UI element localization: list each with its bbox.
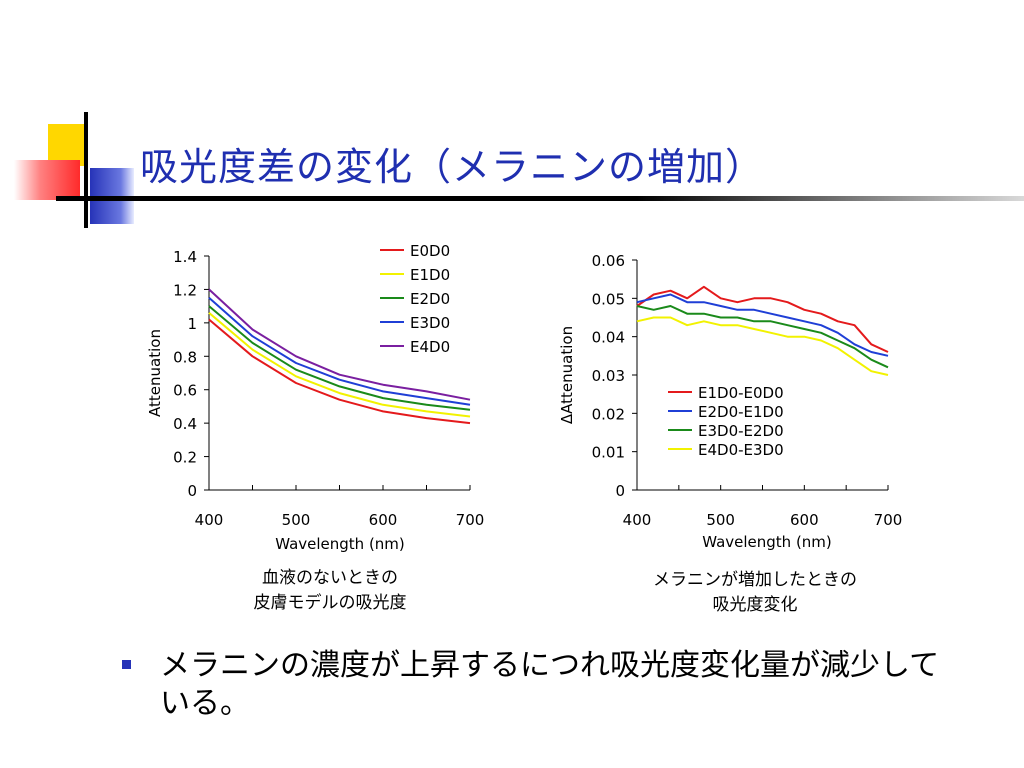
bullet-marker (122, 660, 131, 669)
chart1-series-e3d0 (208, 297, 471, 406)
slide-title: 吸光度差の変化（メラニンの増加） (140, 145, 765, 189)
chart1-xtick-label: 700 (456, 511, 485, 529)
chart1-ytick-label: 0 (187, 482, 197, 500)
chart1-series-e0d0 (208, 318, 471, 425)
chart1-xtick-label: 400 (195, 511, 224, 529)
deco-vertical-line (84, 112, 88, 228)
chart2-xtick-label: 700 (874, 511, 903, 529)
caption-right-line-1: メラニンが増加したときの (653, 570, 857, 590)
chart2-ytick-label: 0.05 (592, 290, 625, 308)
chart1-xtick-label: 500 (282, 511, 311, 529)
chart2-xtick-label: 400 (623, 511, 652, 529)
chart2-series-e3d0-e2d0 (636, 305, 889, 369)
chart2-y-axis-label: ΔAttenuation (558, 326, 576, 424)
chart2-series-e2d0-e1d0 (636, 293, 889, 357)
chart1-ytick-label: 0.6 (173, 382, 197, 400)
chart1-ytick-label: 1.2 (173, 281, 197, 299)
chart1-y-axis-label: Attenuation (146, 329, 164, 417)
chart1-series-e2d0 (208, 305, 471, 411)
chart1-ytick-label: 1.4 (173, 248, 197, 266)
chart2-legend-label: E4D0-E3D0 (698, 441, 784, 459)
chart1-ytick-label: 0.4 (173, 415, 197, 433)
caption-left-line-2: 皮膚モデルの吸光度 (253, 593, 407, 613)
chart2-legend-label: E1D0-E0D0 (698, 384, 784, 402)
caption-left-line-1: 血液のないときの (262, 568, 398, 588)
chart1-ytick-label: 0.2 (173, 449, 197, 467)
chart1-xtick-label: 600 (369, 511, 398, 529)
chart2-legend-label: E3D0-E2D0 (698, 422, 784, 440)
caption-right-line-2: 吸光度変化 (712, 595, 798, 615)
chart2-x-axis-label: Wavelength (nm) (702, 533, 832, 551)
chart2-ytick-label: 0.01 (592, 444, 625, 462)
bullet-text: メラニンの濃度が上昇するにつれ吸光度変化量が減少している。 (160, 648, 940, 721)
chart1-ytick-label: 0.8 (173, 348, 197, 366)
chart2-ytick-label: 0 (615, 482, 625, 500)
chart2-ytick-label: 0.03 (592, 367, 625, 385)
chart2-series-e4d0-e3d0 (636, 316, 889, 376)
title-rule (56, 196, 1024, 201)
chart2-xtick-label: 500 (706, 511, 735, 529)
chart1-ytick-label: 1 (187, 315, 197, 333)
chart2-ytick-label: 0.04 (592, 329, 625, 347)
chart2-ytick-label: 0.06 (592, 252, 625, 270)
chart1-x-axis-label: Wavelength (nm) (275, 535, 405, 553)
chart1-legend-label: E2D0 (410, 290, 450, 308)
chart2-series-e1d0-e0d0 (636, 285, 889, 353)
caption-right: メラニンが増加したときの 吸光度変化 (620, 568, 890, 618)
chart1-series-e4d0 (208, 288, 471, 401)
chart1-legend-label: E3D0 (410, 314, 450, 332)
chart1-legend-label: E1D0 (410, 266, 450, 284)
chart2-xtick-label: 600 (790, 511, 819, 529)
chart2-legend-label: E2D0-E1D0 (698, 403, 784, 421)
deco-yellow-square (48, 124, 88, 166)
chart1-legend-label: E0D0 (410, 242, 450, 260)
caption-left: 血液のないときの 皮膚モデルの吸光度 (210, 566, 450, 616)
chart1-legend-label: E4D0 (410, 338, 450, 356)
chart2-ytick-label: 0.02 (592, 405, 625, 423)
deco-red-bar (14, 160, 80, 200)
chart1-series-e1d0 (208, 312, 471, 418)
